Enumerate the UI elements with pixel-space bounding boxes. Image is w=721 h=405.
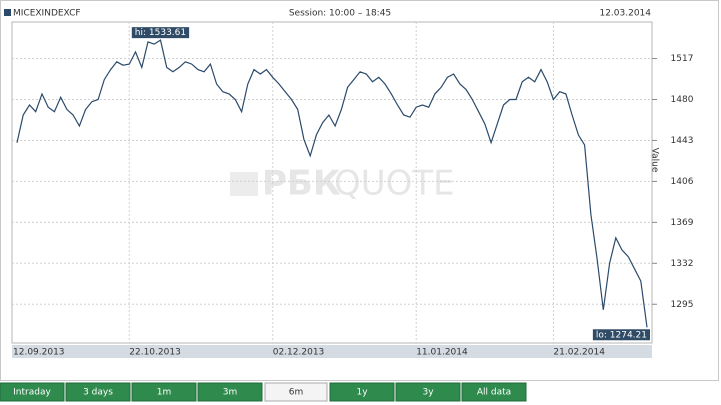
line [16,39,648,328]
annotation: lo: 1274.21 [592,329,650,341]
y-tick-label: 1406 [671,177,694,187]
watermark-logo [230,172,258,196]
annotation-text: hi: 1533.61 [135,28,186,38]
tab-label[interactable]: All data [477,388,511,398]
tab-label[interactable]: 3 days [83,388,113,398]
tab-label[interactable]: 6m [289,388,304,398]
tab[interactable] [264,382,328,402]
y-tick-label: 1517 [671,54,694,64]
tab[interactable] [65,382,131,402]
y-tick-label: 1480 [671,95,694,105]
plot-area [11,21,653,344]
tab[interactable] [131,382,197,402]
legend-swatch [4,9,11,16]
tab-label[interactable]: 3m [223,388,238,398]
tab[interactable] [0,382,65,402]
y-axis-label: Value [650,148,660,173]
annotation: hi: 1533.61 [131,27,190,39]
x-tick-label: 11.01.2014 [416,348,468,358]
tab-label[interactable]: 1y [356,388,368,398]
annotation-box [131,27,190,39]
tab[interactable] [395,382,461,402]
x-tick-label: 02.12.2013 [273,348,325,358]
y-tick-label: 1295 [671,300,694,310]
session: Session: 10:00 – 18:45 [289,9,391,19]
symbol: MICEXINDEXCF [13,9,81,19]
tab-label[interactable]: Intraday [13,388,51,398]
annotation-text: lo: 1274.21 [596,330,647,340]
tab[interactable] [197,382,263,402]
y-tick-label: 1369 [671,218,694,228]
x-tick-label: 21.02.2014 [553,348,605,358]
tab[interactable] [329,382,395,402]
watermark-product: QUOTE [334,164,455,204]
tab-label[interactable]: 3y [422,388,434,398]
y-tick-label: 1332 [671,259,694,269]
watermark-brand: РБК [262,164,341,204]
tab[interactable] [461,382,527,402]
y-tick-label: 1443 [671,136,694,146]
x-axis-band [12,345,652,358]
date: 12.03.2014 [599,9,651,19]
annotation-box [592,329,650,341]
x-tick-label: 22.10.2013 [129,348,181,358]
tab-label[interactable]: 1m [157,388,172,398]
x-tick-label: 12.09.2013 [13,348,65,358]
